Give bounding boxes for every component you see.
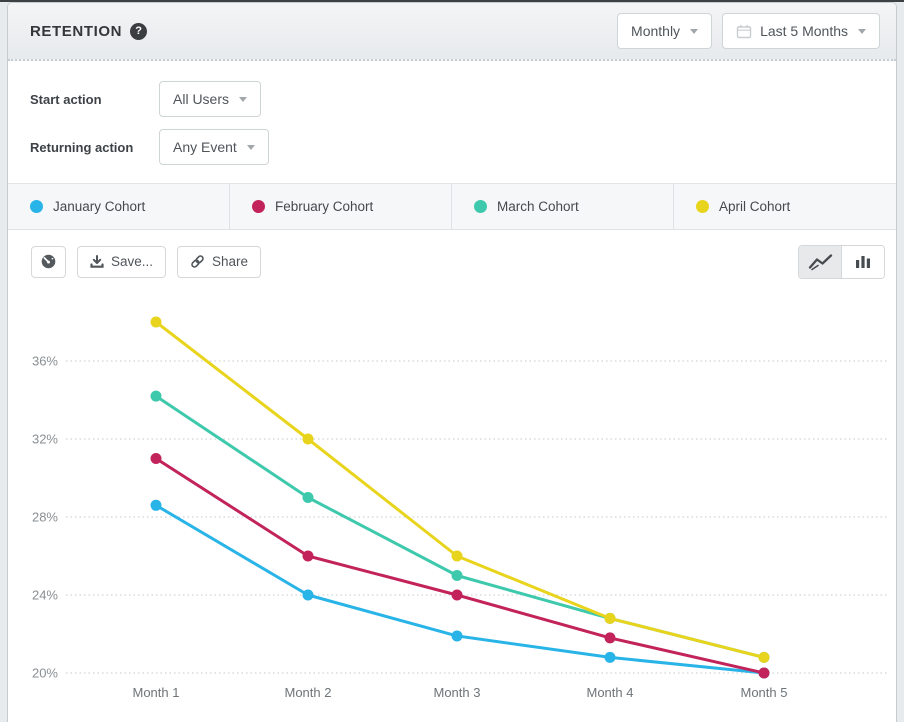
legend-dot — [30, 200, 43, 213]
title-wrap: RETENTION ? — [30, 23, 147, 40]
start-action-value: All Users — [173, 91, 229, 107]
legend-dot — [696, 200, 709, 213]
returning-action-label: Returning action — [30, 140, 159, 155]
date-range-value: Last 5 Months — [760, 23, 848, 39]
save-button[interactable]: Save... — [77, 246, 166, 278]
interval-dropdown-value: Monthly — [631, 23, 680, 39]
retention-panel: RETENTION ? Monthly Last 5 Months — [7, 2, 897, 722]
page-title: RETENTION — [30, 23, 122, 40]
data-point-february-cohort-month-3[interactable] — [452, 590, 463, 601]
y-axis-tick-28%: 28% — [32, 510, 58, 525]
series-line-april-cohort — [156, 322, 764, 657]
bar-view-button[interactable] — [841, 246, 884, 278]
y-axis-tick-20%: 20% — [32, 666, 58, 681]
returning-action-dropdown[interactable]: Any Event — [159, 129, 269, 165]
start-action-row: Start action All Users — [30, 81, 896, 117]
gauge-icon — [40, 253, 57, 270]
filters-section: Start action All Users Returning action … — [8, 61, 896, 184]
cohort-legend: January Cohort February Cohort March Cohor… — [8, 184, 896, 230]
legend-label: February Cohort — [275, 199, 373, 214]
chevron-down-icon — [690, 29, 698, 34]
data-point-april-cohort-month-5[interactable] — [759, 652, 770, 663]
data-point-january-cohort-month-3[interactable] — [452, 630, 463, 641]
help-icon[interactable]: ? — [130, 23, 147, 40]
chevron-down-icon — [858, 29, 866, 34]
legend-item-february-cohort[interactable]: February Cohort — [230, 184, 452, 229]
legend-item-march-cohort[interactable]: March Cohort — [452, 184, 674, 229]
returning-action-row: Returning action Any Event — [30, 129, 896, 165]
date-range-dropdown[interactable]: Last 5 Months — [722, 13, 880, 49]
data-point-march-cohort-month-1[interactable] — [151, 391, 162, 402]
legend-label: April Cohort — [719, 199, 790, 214]
series-line-march-cohort — [156, 396, 764, 657]
chevron-down-icon — [239, 97, 247, 102]
bar-chart-icon — [853, 253, 873, 271]
returning-action-value: Any Event — [173, 139, 237, 155]
link-icon — [190, 254, 205, 269]
retention-chart: 36% 32% 28% 24% 20% Month 1 Month 2 Month 3 Mont… — [8, 293, 896, 722]
data-point-february-cohort-month-5[interactable] — [759, 668, 770, 679]
data-point-february-cohort-month-1[interactable] — [151, 453, 162, 464]
data-point-february-cohort-month-4[interactable] — [605, 632, 616, 643]
line-chart-canvas: 36% 32% 28% 24% 20% Month 1 Month 2 Month 3 Mont… — [8, 293, 896, 722]
download-icon — [90, 255, 104, 269]
toolbar: Save... Share — [8, 230, 896, 293]
share-button[interactable]: Share — [177, 246, 261, 278]
data-point-april-cohort-month-3[interactable] — [452, 551, 463, 562]
x-axis-label-month-1: Month 1 — [133, 685, 180, 700]
legend-item-april-cohort[interactable]: April Cohort — [674, 184, 896, 229]
data-point-march-cohort-month-2[interactable] — [303, 492, 314, 503]
y-axis-tick-32%: 32% — [32, 432, 58, 447]
y-axis-tick-36%: 36% — [32, 354, 58, 369]
x-axis-label-month-4: Month 4 — [587, 685, 634, 700]
legend-label: January Cohort — [53, 199, 145, 214]
legend-dot — [474, 200, 487, 213]
data-point-february-cohort-month-2[interactable] — [303, 551, 314, 562]
x-axis-label-month-5: Month 5 — [741, 685, 788, 700]
start-action-label: Start action — [30, 92, 159, 107]
data-point-april-cohort-month-1[interactable] — [151, 317, 162, 328]
save-button-label: Save... — [111, 254, 153, 269]
header: RETENTION ? Monthly Last 5 Months — [8, 3, 896, 61]
data-point-january-cohort-month-2[interactable] — [303, 590, 314, 601]
interval-dropdown[interactable]: Monthly — [617, 13, 712, 49]
chart-type-toggle — [798, 245, 885, 279]
x-axis-label-month-3: Month 3 — [434, 685, 481, 700]
header-controls: Monthly Last 5 Months — [617, 13, 880, 49]
start-action-dropdown[interactable]: All Users — [159, 81, 261, 117]
calendar-icon — [736, 24, 752, 39]
x-axis-label-month-2: Month 2 — [285, 685, 332, 700]
series-line-january-cohort — [156, 505, 764, 673]
data-point-april-cohort-month-2[interactable] — [303, 434, 314, 445]
legend-label: March Cohort — [497, 199, 579, 214]
share-button-label: Share — [212, 254, 248, 269]
data-point-january-cohort-month-4[interactable] — [605, 652, 616, 663]
y-axis-tick-24%: 24% — [32, 588, 58, 603]
data-point-january-cohort-month-1[interactable] — [151, 500, 162, 511]
legend-dot — [252, 200, 265, 213]
line-chart-icon — [807, 252, 834, 271]
data-point-april-cohort-month-4[interactable] — [605, 613, 616, 624]
dashboard-button[interactable] — [31, 246, 66, 278]
legend-item-january-cohort[interactable]: January Cohort — [8, 184, 230, 229]
line-view-button[interactable] — [799, 246, 841, 278]
data-point-march-cohort-month-3[interactable] — [452, 570, 463, 581]
series-line-february-cohort — [156, 459, 764, 674]
chevron-down-icon — [247, 145, 255, 150]
